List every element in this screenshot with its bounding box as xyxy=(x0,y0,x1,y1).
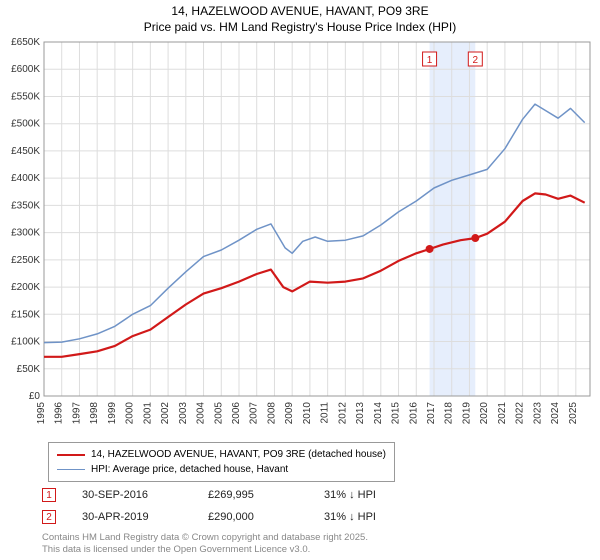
svg-text:£0: £0 xyxy=(29,391,41,402)
sale-marker-icon: 1 xyxy=(42,488,56,502)
svg-text:2016: 2016 xyxy=(408,402,419,425)
svg-text:1997: 1997 xyxy=(71,402,82,425)
chart-area: £0 £50K £100K £150K £200K £250K £300K £350K £400… xyxy=(0,38,600,438)
sale-row: 1 30-SEP-2016 £269,995 31% ↓ HPI xyxy=(42,486,376,504)
line-chart: £0 £50K £100K £150K £200K £250K £300K £350K £400… xyxy=(0,38,600,438)
sale-price: £290,000 xyxy=(208,511,298,523)
svg-text:2002: 2002 xyxy=(160,402,171,425)
svg-text:1995: 1995 xyxy=(36,402,47,425)
svg-text:2019: 2019 xyxy=(461,402,472,425)
svg-text:£100K: £100K xyxy=(11,337,40,348)
chart-title: 14, HAZELWOOD AVENUE, HAVANT, PO9 3RE Pr… xyxy=(0,0,600,35)
svg-text:2005: 2005 xyxy=(213,402,224,425)
svg-text:2020: 2020 xyxy=(479,402,490,425)
svg-text:£450K: £450K xyxy=(11,146,40,157)
footer-line-2: This data is licensed under the Open Gov… xyxy=(42,544,310,555)
footer-line-1: Contains HM Land Registry data © Crown c… xyxy=(42,532,368,543)
svg-text:2012: 2012 xyxy=(337,402,348,425)
svg-text:2001: 2001 xyxy=(142,402,153,425)
svg-text:2008: 2008 xyxy=(266,402,277,425)
svg-text:£500K: £500K xyxy=(11,119,40,130)
svg-text:2006: 2006 xyxy=(231,402,242,425)
sale-marker-icon: 2 xyxy=(42,510,56,524)
svg-text:2024: 2024 xyxy=(550,402,561,425)
svg-text:1999: 1999 xyxy=(107,402,118,425)
svg-text:£200K: £200K xyxy=(11,282,40,293)
svg-text:£300K: £300K xyxy=(11,228,40,239)
svg-text:1: 1 xyxy=(427,55,433,66)
svg-text:2000: 2000 xyxy=(125,402,136,425)
svg-text:2022: 2022 xyxy=(515,402,526,425)
title-line-1: 14, HAZELWOOD AVENUE, HAVANT, PO9 3RE xyxy=(171,4,428,18)
svg-text:2018: 2018 xyxy=(444,402,455,425)
sale-delta: 31% ↓ HPI xyxy=(324,489,376,501)
svg-text:£600K: £600K xyxy=(11,64,40,75)
legend-row: HPI: Average price, detached house, Hava… xyxy=(57,462,386,477)
svg-text:£550K: £550K xyxy=(11,91,40,102)
legend-swatch xyxy=(57,454,85,456)
svg-text:2007: 2007 xyxy=(249,402,260,425)
sale-price: £269,995 xyxy=(208,489,298,501)
svg-text:£50K: £50K xyxy=(17,364,41,375)
sale-date: 30-APR-2019 xyxy=(82,511,182,523)
svg-text:2010: 2010 xyxy=(302,402,313,425)
svg-text:1996: 1996 xyxy=(54,402,65,425)
svg-text:£250K: £250K xyxy=(11,255,40,266)
svg-text:£400K: £400K xyxy=(11,173,40,184)
svg-text:2015: 2015 xyxy=(391,402,402,425)
svg-text:2004: 2004 xyxy=(196,402,207,425)
sale-row: 2 30-APR-2019 £290,000 31% ↓ HPI xyxy=(42,508,376,526)
svg-text:2021: 2021 xyxy=(497,402,508,425)
svg-text:2011: 2011 xyxy=(320,402,331,424)
legend-row: 14, HAZELWOOD AVENUE, HAVANT, PO9 3RE (d… xyxy=(57,447,386,462)
svg-text:2025: 2025 xyxy=(568,402,579,425)
svg-text:£650K: £650K xyxy=(11,38,40,48)
sale-delta: 31% ↓ HPI xyxy=(324,511,376,523)
legend-label: 14, HAZELWOOD AVENUE, HAVANT, PO9 3RE (d… xyxy=(91,447,386,462)
title-line-2: Price paid vs. HM Land Registry's House … xyxy=(144,20,456,34)
sales-list: 1 30-SEP-2016 £269,995 31% ↓ HPI 2 30-APR-201… xyxy=(42,486,376,530)
legend-swatch xyxy=(57,469,85,470)
svg-text:2023: 2023 xyxy=(532,402,543,425)
svg-text:2009: 2009 xyxy=(284,402,295,425)
legend-label: HPI: Average price, detached house, Hava… xyxy=(91,462,288,477)
svg-text:1998: 1998 xyxy=(89,402,100,425)
sale-date: 30-SEP-2016 xyxy=(82,489,182,501)
legend: 14, HAZELWOOD AVENUE, HAVANT, PO9 3RE (d… xyxy=(48,442,395,482)
svg-text:2013: 2013 xyxy=(355,402,366,425)
footer-attribution: Contains HM Land Registry data © Crown c… xyxy=(42,532,368,556)
svg-text:£350K: £350K xyxy=(11,200,40,211)
svg-text:2: 2 xyxy=(473,55,479,66)
svg-text:2003: 2003 xyxy=(178,402,189,425)
svg-text:£150K: £150K xyxy=(11,309,40,320)
svg-text:2014: 2014 xyxy=(373,402,384,425)
svg-text:2017: 2017 xyxy=(426,402,437,425)
